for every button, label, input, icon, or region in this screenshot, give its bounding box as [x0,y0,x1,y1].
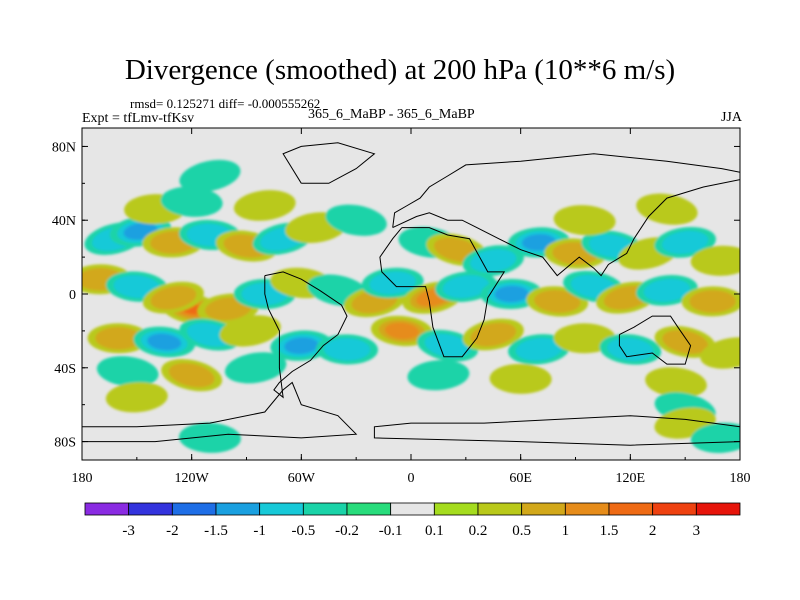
coastlines [82,142,740,446]
cases-label: 365_6_MaBP - 365_6_MaBP [308,107,475,122]
colorbar-box [390,502,435,516]
colorbar-label: -2 [166,523,179,539]
x-tick-label: 180 [730,471,751,486]
colorbar-label: -0.2 [335,523,359,539]
colorbar-box [521,502,566,516]
field-blob [142,281,204,314]
field-blob [224,352,287,384]
colorbar-label: -1 [253,523,266,539]
field-blob [87,323,150,354]
field-blob [160,186,223,217]
coastline [282,142,376,184]
colorbar-label: 1.5 [600,523,619,539]
colorbar-box [608,502,654,516]
field-blob [690,422,740,453]
field-blob [325,204,387,236]
field-blob [133,326,196,358]
field-blob [654,226,716,258]
field-blob [316,334,379,365]
field-blob [636,193,698,225]
rmsd-stats: rmsd= 0.125271 diff= -0.000555262 [130,96,321,111]
x-tick-label: 0 [408,471,415,486]
colorbar-box [695,502,741,516]
field-blob [270,330,333,361]
x-tick-label: 60E [509,471,532,486]
field-blob [219,315,281,347]
experiment-label: Expt = tfLmv-tfKsv [82,111,195,126]
colorbar-box [259,502,304,516]
field-blob [96,356,159,387]
colorbar-box [433,502,479,516]
x-tick-label: 120W [175,471,210,486]
colorbar-label: -3 [122,523,135,539]
field-blob [105,382,168,413]
field-blob [489,363,552,394]
field-blob [690,245,740,276]
colorbar-label: 0.2 [469,523,488,539]
x-tick-label: 120E [616,471,646,486]
field-blob [508,334,570,365]
colorbar-box [652,502,697,516]
field-blob [179,159,241,192]
x-tick-label: 180 [72,471,93,486]
colorbar-label: 0.5 [512,523,531,539]
colorbar-box [128,502,173,516]
x-tick-label: 60W [288,471,316,486]
y-tick-label: 80N [52,140,76,155]
coastline [264,271,348,399]
colorbar-label: 3 [693,523,701,539]
field-blob [480,278,543,310]
colorbar-label: 0.1 [425,523,444,539]
field-blob [407,360,470,391]
colorbar-label: -0.5 [291,523,315,539]
field-blob [700,337,740,369]
colorbar-box [215,502,261,516]
y-tick-label: 40N [52,214,76,229]
field-blob [370,315,433,347]
field-blob [553,205,616,236]
colorbar-box [171,502,217,516]
coastline [392,153,740,277]
colorbar-box [302,502,348,516]
field-blob [636,275,698,306]
coastline [373,415,740,446]
field-blob [178,422,241,453]
field-blob [645,367,707,398]
chart-title: Divergence (smoothed) at 200 hPa (10**6 … [124,54,676,86]
field-blob [161,359,223,392]
coastline [82,381,358,443]
field-blob [654,326,716,358]
colorbar-label: 1 [562,523,570,539]
y-tick-label: 40S [54,362,76,377]
colorbar-box [84,502,130,516]
field-blob [599,334,662,365]
colorbar-box [477,502,523,516]
field-blob [681,286,740,317]
colorbar: -3 -2 -1.5 -1 -0.5 -0.2 -0.1 0.1 0.2 0.5 1 1.5 2 3 [84,502,741,539]
colorbar-box [346,502,392,516]
colorbar-label: -0.1 [379,523,403,539]
coastline [379,227,506,358]
y-tick-label: 80S [54,436,76,451]
map-axes: 80N 40N 0 40S 80S 180 120W 60W 0 60E 120E 180 [52,128,751,486]
colorbar-box [564,502,610,516]
field-blob [233,190,296,221]
coastline [618,315,692,365]
y-tick-label: 0 [69,288,76,303]
season-label: JJA [720,110,742,125]
colorbar-label: 2 [649,523,657,539]
field-blob [462,318,524,351]
colorbar-label: -1.5 [204,523,228,539]
